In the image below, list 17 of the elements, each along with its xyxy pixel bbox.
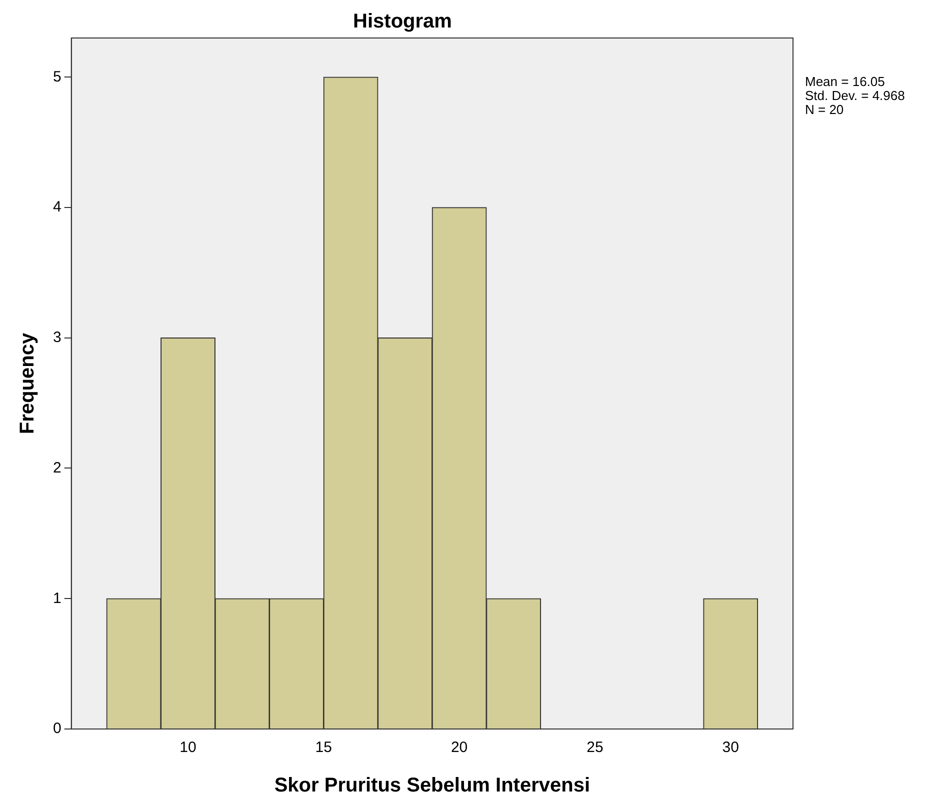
y-tick-label: 1	[53, 590, 62, 607]
y-tick-label: 0	[53, 720, 62, 738]
x-tick-label: 15	[315, 739, 332, 756]
y-tick-label: 3	[53, 329, 62, 346]
x-axis-title: Skor Pruritus Sebelum Intervensi	[274, 774, 590, 797]
text: Std. Dev. = 4.968	[805, 88, 905, 104]
y-tick-label: 2	[53, 459, 62, 476]
text: Mean = 16.05	[805, 74, 885, 90]
x-tick-label: 20	[450, 739, 468, 756]
y-tick-label: 4	[53, 198, 62, 216]
x-tick-label: 25	[586, 739, 604, 756]
x-tick-label: 30	[722, 739, 739, 756]
text: N = 20	[805, 102, 844, 118]
chart-title: Histogram	[353, 10, 452, 33]
x-tick-label: 10	[180, 739, 196, 756]
y-tick-label: 5	[53, 68, 62, 86]
y-axis-title: Frequency	[16, 332, 39, 434]
